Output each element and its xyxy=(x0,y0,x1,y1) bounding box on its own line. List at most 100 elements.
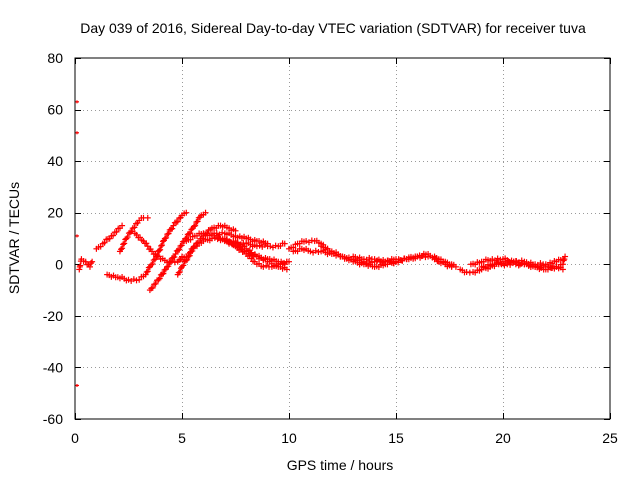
data-point xyxy=(263,262,270,269)
data-point xyxy=(178,242,185,249)
data-point xyxy=(264,240,271,247)
data-point xyxy=(281,259,288,266)
data-point xyxy=(180,262,187,269)
data-point xyxy=(125,276,132,283)
y-tick-label: 0 xyxy=(55,256,63,272)
data-point xyxy=(128,228,135,235)
data-point xyxy=(393,258,399,265)
data-point xyxy=(144,214,151,221)
data-point xyxy=(159,242,166,249)
data-point xyxy=(500,258,506,265)
data-point xyxy=(192,222,199,229)
data-point xyxy=(187,236,194,243)
data-point xyxy=(283,266,290,273)
data-point xyxy=(232,227,239,234)
data-point xyxy=(560,257,567,264)
y-tick-label: 20 xyxy=(47,205,63,221)
y-tick-label: -60 xyxy=(43,411,63,427)
data-point xyxy=(260,263,267,270)
data-point xyxy=(366,254,373,261)
data-point xyxy=(144,268,151,275)
data-point xyxy=(312,247,319,254)
data-point xyxy=(149,260,156,267)
data-point xyxy=(303,238,310,245)
outlier-point xyxy=(75,131,79,135)
data-point xyxy=(156,247,163,254)
data-point xyxy=(489,256,496,263)
x-tick-label: 25 xyxy=(602,430,618,446)
data-point xyxy=(119,245,126,252)
data-point xyxy=(156,275,163,282)
data-point xyxy=(174,218,181,225)
data-point xyxy=(110,232,117,239)
data-point xyxy=(283,258,290,265)
data-point xyxy=(390,259,397,266)
data-point xyxy=(170,254,177,261)
data-point xyxy=(118,246,125,253)
data-point xyxy=(152,280,159,287)
data-point xyxy=(425,250,432,257)
data-point xyxy=(562,253,569,260)
data-point xyxy=(253,243,260,250)
data-point xyxy=(167,258,174,265)
data-point xyxy=(559,266,566,273)
data-point xyxy=(315,248,322,255)
x-tick-label: 10 xyxy=(281,430,297,446)
data-point xyxy=(150,257,157,264)
data-point xyxy=(89,258,96,265)
data-point xyxy=(130,276,137,283)
data-point xyxy=(161,266,168,273)
data-point xyxy=(186,230,193,237)
x-tick-label: 15 xyxy=(388,430,404,446)
data-point xyxy=(193,243,200,250)
y-axis-label: SDTVAR / TECUs xyxy=(6,182,22,294)
data-point xyxy=(177,243,184,250)
y-tick-label: -40 xyxy=(43,359,63,375)
data-point xyxy=(101,239,108,246)
data-point xyxy=(452,263,459,270)
data-point xyxy=(193,219,200,226)
data-point xyxy=(157,246,164,253)
data-point xyxy=(165,263,172,270)
y-tick-label: 80 xyxy=(47,50,63,66)
data-point xyxy=(124,234,131,241)
data-point xyxy=(190,223,197,230)
data-point xyxy=(537,260,544,267)
data-point xyxy=(194,218,201,225)
data-point xyxy=(559,261,566,268)
data-point xyxy=(127,229,134,236)
data-point xyxy=(171,254,178,261)
data-point xyxy=(169,225,176,232)
data-point xyxy=(88,260,95,267)
outlier-point xyxy=(75,234,79,238)
y-tick-label: 40 xyxy=(47,153,63,169)
data-point xyxy=(163,234,170,241)
data-point xyxy=(158,242,165,249)
data-markers xyxy=(75,100,569,387)
data-point xyxy=(278,258,285,265)
data-point xyxy=(213,230,220,237)
data-point xyxy=(172,250,179,257)
data-point xyxy=(121,240,128,247)
x-tick-labels: 0 5 10 15 20 25 xyxy=(71,430,618,446)
data-point xyxy=(155,276,162,283)
data-point xyxy=(148,261,155,268)
data-point xyxy=(166,259,173,266)
data-point xyxy=(179,238,186,245)
data-point xyxy=(164,231,171,238)
data-point xyxy=(131,224,138,231)
x-tick-label: 0 xyxy=(71,430,79,446)
data-point xyxy=(505,258,512,265)
data-point xyxy=(149,284,156,291)
data-point xyxy=(113,228,120,235)
y-tick-labels: -60 -40 -20 0 20 40 60 80 xyxy=(43,50,63,427)
data-point xyxy=(187,249,194,256)
data-point xyxy=(281,240,288,247)
data-point xyxy=(164,263,171,270)
data-point xyxy=(494,255,501,262)
data-point xyxy=(202,209,209,216)
data-point xyxy=(176,246,183,253)
plot-frame xyxy=(74,57,611,420)
